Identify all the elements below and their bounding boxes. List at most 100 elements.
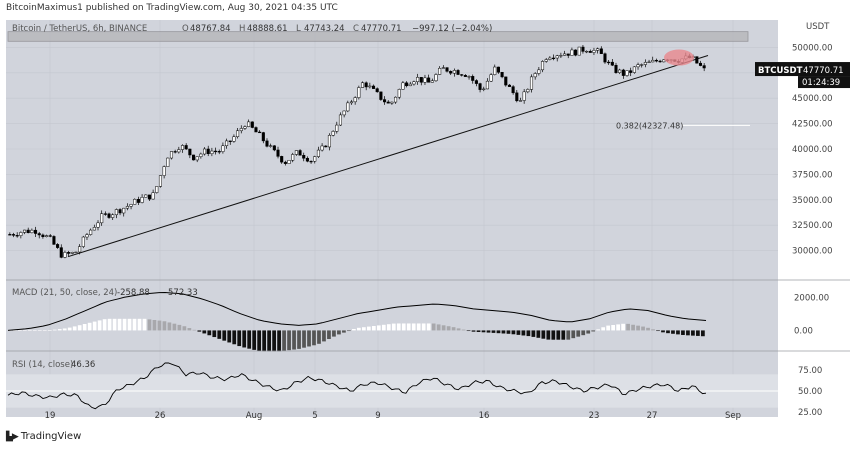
candle — [56, 243, 60, 249]
footer: ▙▶ TradingView — [6, 431, 81, 442]
candle-body — [265, 140, 269, 147]
candle-body — [188, 148, 192, 156]
candle-body — [632, 66, 636, 73]
candle — [577, 46, 581, 56]
candle — [460, 74, 464, 77]
candle — [74, 251, 78, 254]
macd-histogram-bar — [531, 330, 536, 337]
candle — [438, 66, 442, 76]
macd-histogram-bar — [227, 330, 232, 343]
candle-body — [191, 154, 196, 161]
macd-histogram-bar — [157, 320, 162, 331]
candle-body — [588, 50, 592, 53]
candle — [471, 74, 475, 84]
macd-histogram-bar — [506, 330, 511, 334]
macd-histogram-bar — [396, 323, 401, 331]
macd-histogram-bar — [102, 319, 107, 331]
candle-body — [357, 87, 361, 98]
macd-histogram-bar — [496, 330, 501, 334]
candle-body — [103, 213, 107, 215]
candle — [232, 134, 236, 143]
macd-readout-2: 572.33 — [168, 288, 198, 298]
candle-body — [232, 136, 236, 142]
candle — [199, 152, 203, 159]
ohlc-key: O — [182, 24, 189, 34]
candle — [125, 203, 129, 211]
macd-histogram-bar — [27, 330, 32, 332]
macd-histogram-bar — [327, 330, 331, 340]
candle — [434, 73, 438, 82]
candle — [221, 142, 225, 154]
candle — [210, 147, 214, 157]
candle-body — [114, 209, 118, 216]
candle-body — [92, 227, 96, 231]
macd-histogram-bar — [202, 330, 207, 334]
candle-body — [493, 66, 497, 75]
macd-histogram-bar — [546, 330, 551, 340]
candle — [368, 82, 372, 89]
candle — [63, 250, 67, 259]
candle-body — [52, 236, 56, 245]
candle-body — [111, 214, 115, 218]
candle-body — [89, 229, 93, 235]
macd-histogram-bar — [297, 330, 301, 349]
rsi-title: RSI (14, close) — [12, 360, 73, 370]
candle — [239, 125, 243, 134]
macd-histogram-bar — [386, 324, 391, 331]
candle-body — [463, 75, 467, 77]
ohlc-value: 48888.61 — [247, 24, 288, 34]
candle-body — [702, 65, 706, 69]
candle — [305, 156, 309, 163]
candle-body — [144, 194, 148, 198]
candle — [360, 81, 365, 88]
candle-body — [566, 53, 570, 56]
candle — [287, 159, 291, 164]
macd-histogram-bar — [421, 323, 426, 331]
candle — [548, 56, 552, 61]
candle-body — [460, 74, 464, 76]
candle — [643, 59, 647, 68]
time-tick-label: 27 — [647, 411, 658, 421]
candle-body — [544, 59, 548, 62]
candle — [309, 160, 313, 164]
candle-body — [59, 247, 63, 258]
candle — [574, 49, 578, 57]
macd-histogram-bar — [466, 330, 471, 332]
macd-histogram-bar — [586, 330, 591, 334]
candle-body — [599, 48, 603, 54]
macd-histogram-bar — [177, 324, 182, 331]
candle-body — [342, 110, 346, 116]
ohlc-key: H — [239, 24, 245, 34]
candle — [614, 62, 618, 74]
candle — [298, 149, 302, 156]
candle — [563, 50, 567, 56]
candle — [177, 146, 181, 154]
candle — [581, 45, 585, 54]
macd-histogram-bar — [406, 323, 411, 331]
candle — [100, 210, 104, 226]
candle — [162, 165, 166, 179]
candle — [269, 143, 273, 148]
candle-body — [452, 70, 456, 74]
candle — [19, 231, 23, 239]
candle — [390, 101, 394, 105]
macd-histogram-bar — [566, 330, 571, 340]
candle-body — [8, 234, 12, 236]
candle — [504, 76, 508, 87]
candle — [607, 60, 611, 65]
candle-body — [496, 66, 500, 73]
candle — [217, 149, 221, 155]
candle — [180, 144, 185, 153]
candle — [349, 99, 354, 105]
candle — [52, 235, 56, 245]
macd-histogram-bar — [17, 330, 22, 332]
macd-histogram-bar — [302, 330, 306, 348]
candle-body — [70, 252, 74, 254]
candle-body — [581, 46, 585, 52]
macd-histogram-bar — [307, 330, 311, 347]
tradingview-logo-icon: ▙▶ — [6, 431, 19, 442]
candle — [129, 203, 133, 210]
ohlc-key: L — [296, 24, 301, 34]
footer-brand[interactable]: TradingView — [20, 431, 82, 442]
candle-body — [438, 68, 442, 75]
